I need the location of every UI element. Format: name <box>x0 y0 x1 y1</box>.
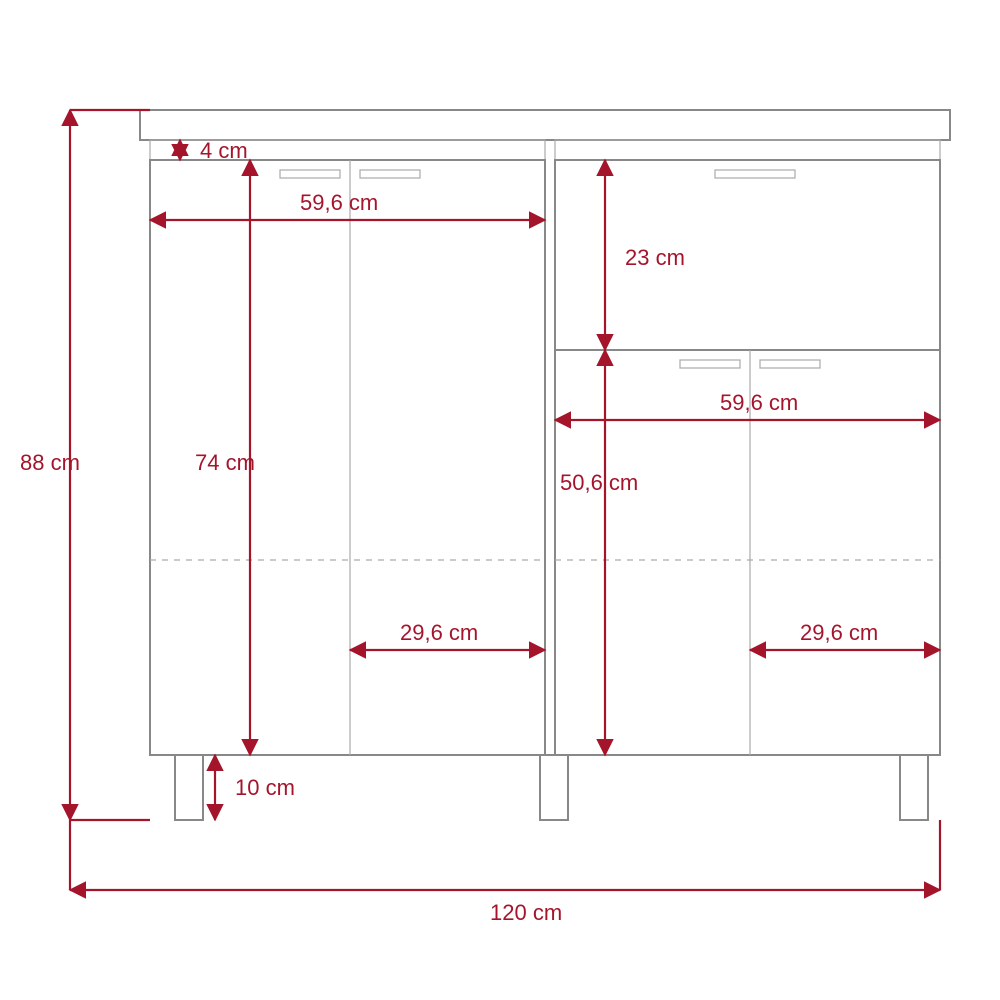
dimension-annotations: 88 cm 4 cm 59,6 cm 74 cm 23 cm 59,6 cm 50,6 cm… <box>20 110 940 925</box>
dimension-label: 120 cm <box>490 900 562 925</box>
handle-slot <box>680 360 740 368</box>
dimension-label: 59,6 cm <box>300 190 378 215</box>
dimension-label: 29,6 cm <box>400 620 478 645</box>
dimension-label: 88 cm <box>20 450 80 475</box>
handle-slot <box>360 170 420 178</box>
handle-slot <box>715 170 795 178</box>
cabinet-outline <box>140 110 950 820</box>
dimension-label: 59,6 cm <box>720 390 798 415</box>
handle-slot <box>760 360 820 368</box>
dimension-label: 10 cm <box>235 775 295 800</box>
dimension-label: 23 cm <box>625 245 685 270</box>
handle-slot <box>280 170 340 178</box>
dimension-label: 74 cm <box>195 450 255 475</box>
dimension-label: 29,6 cm <box>800 620 878 645</box>
cabinet-dimension-diagram: 88 cm 4 cm 59,6 cm 74 cm 23 cm 59,6 cm 50,6 cm… <box>0 0 1000 1000</box>
dimension-label: 4 cm <box>200 138 248 163</box>
dimension-label: 50,6 cm <box>560 470 638 495</box>
